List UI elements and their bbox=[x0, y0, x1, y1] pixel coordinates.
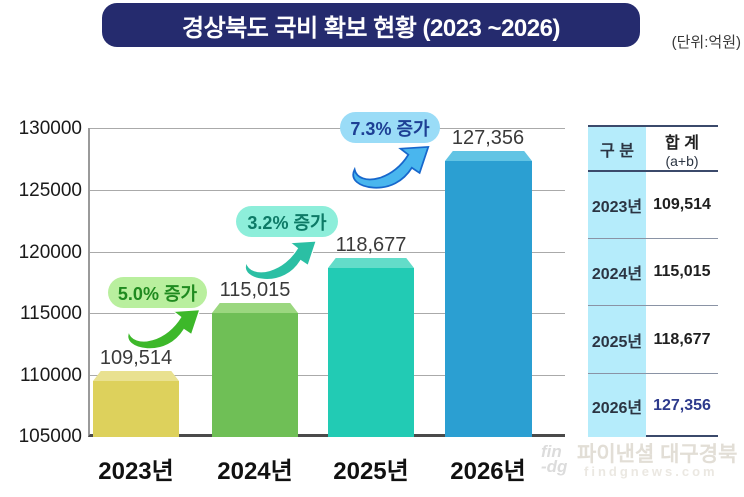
table-header-category: 구 분 bbox=[588, 127, 646, 170]
summary-table: 구 분 합 계 (a+b) 2023년 109,514 2024년 115,01… bbox=[588, 125, 718, 437]
bar-2026-top bbox=[445, 151, 532, 161]
bar-2024 bbox=[212, 313, 298, 437]
y-tick: 130000 bbox=[18, 118, 82, 139]
gridline bbox=[90, 375, 565, 376]
table-cell-total: 118,677 bbox=[653, 330, 711, 348]
table-row: 2026년 127,356 bbox=[588, 374, 718, 437]
table-header-total: 합 계 (a+b) bbox=[646, 127, 718, 170]
plot-area bbox=[88, 128, 565, 437]
bar-2023 bbox=[93, 381, 179, 437]
bar-2026 bbox=[445, 161, 532, 437]
bar-value-2024: 115,015 bbox=[219, 279, 291, 301]
table-cell-year: 2025년 bbox=[588, 306, 646, 373]
bar-value-2023: 109,514 bbox=[99, 347, 173, 369]
table-header-total-line2: (a+b) bbox=[665, 152, 699, 169]
growth-badge-2024: 5.0% 증가 bbox=[108, 277, 207, 308]
table-row: 2023년 109,514 bbox=[588, 172, 718, 239]
table-cell-year: 2026년 bbox=[588, 374, 646, 437]
gridline bbox=[90, 252, 565, 253]
table-header-total-line1: 합 계 bbox=[665, 134, 699, 152]
gridline bbox=[90, 128, 565, 129]
bar-2025 bbox=[328, 268, 414, 437]
x-label-2023: 2023년 bbox=[98, 458, 174, 485]
table-cell-year: 2024년 bbox=[588, 239, 646, 305]
page-title: 경상북도 국비 확보 현황 (2023 ~2026) bbox=[182, 14, 560, 42]
table-cell-total-highlight: 127,356 bbox=[653, 396, 711, 414]
title-banner: 경상북도 국비 확보 현황 (2023 ~2026) bbox=[102, 3, 640, 47]
x-label-2025: 2025년 bbox=[333, 458, 409, 485]
bar-2024-top bbox=[212, 303, 298, 313]
growth-arrow-icon-teal bbox=[244, 240, 318, 281]
y-tick: 105000 bbox=[18, 426, 82, 447]
gridline bbox=[90, 190, 565, 191]
table-cell-total: 115,015 bbox=[653, 263, 711, 280]
table-header-row: 구 분 합 계 (a+b) bbox=[588, 127, 718, 172]
watermark: fin -dg 파이낸셜 대구경북 findgnews.com bbox=[536, 436, 744, 494]
y-tick: 115000 bbox=[20, 303, 82, 324]
watermark-site: findgnews.com bbox=[584, 464, 718, 479]
gridline bbox=[90, 313, 565, 314]
growth-arrow-icon-blue bbox=[352, 145, 430, 189]
growth-badge-2025: 3.2% 증가 bbox=[236, 206, 338, 237]
bar-2025-top bbox=[328, 258, 414, 268]
table-cell-total: 109,514 bbox=[653, 196, 711, 213]
table-cell-year: 2023년 bbox=[588, 172, 646, 238]
bar-value-2025: 118,677 bbox=[335, 234, 407, 256]
bar-value-2026: 127,356 bbox=[451, 127, 525, 149]
y-tick: 120000 bbox=[18, 242, 82, 263]
table-row: 2025년 118,677 bbox=[588, 306, 718, 374]
growth-badge-2026: 7.3% 증가 bbox=[340, 112, 440, 143]
table-row: 2024년 115,015 bbox=[588, 239, 718, 306]
watermark-name: 파이낸셜 대구경북 bbox=[577, 443, 738, 466]
x-label-2026: 2026년 bbox=[450, 458, 526, 485]
growth-arrow-icon-green bbox=[127, 308, 201, 350]
y-tick: 125000 bbox=[18, 180, 82, 201]
x-label-2024: 2024년 bbox=[217, 458, 293, 485]
bar-2023-top bbox=[93, 371, 179, 381]
y-tick: 110000 bbox=[20, 365, 82, 386]
unit-label: (단위:억원) bbox=[671, 34, 741, 51]
